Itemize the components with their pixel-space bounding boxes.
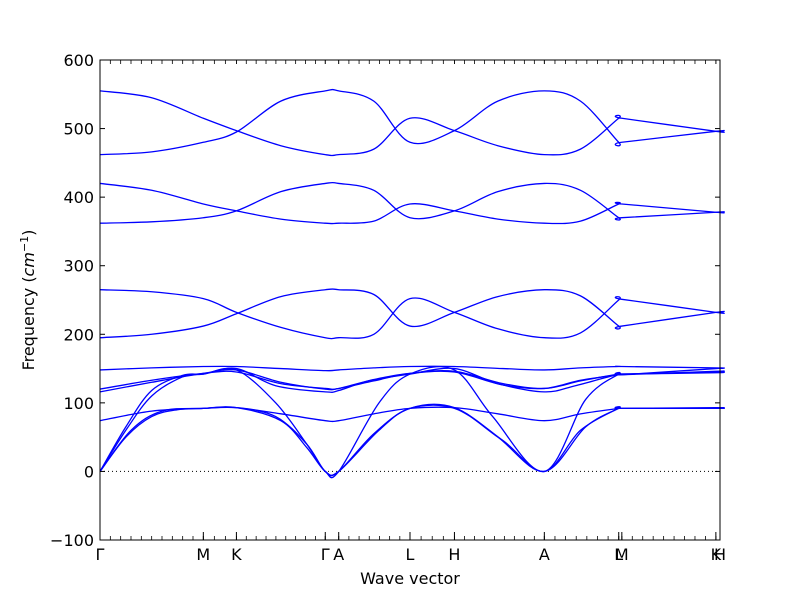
y-tick-label: 600 — [63, 51, 94, 70]
x-tick-label-9: L — [614, 545, 623, 564]
band-series-13 — [99, 88, 725, 156]
x-tick-label-5: A — [333, 545, 344, 564]
y-axis-label-unit-exponent: −1 — [18, 236, 31, 252]
y-tick-label: 400 — [63, 188, 94, 207]
band-series-8 — [99, 365, 725, 372]
y-tick-label: 300 — [63, 257, 94, 276]
y-axis-label-unit-close: ) — [19, 230, 38, 236]
band-series-5 — [99, 406, 725, 423]
band-series-12 — [99, 182, 725, 225]
y-tick-label: 500 — [63, 120, 94, 139]
band-series-14 — [99, 90, 725, 157]
band-series-11 — [99, 181, 725, 224]
x-tick-label-4: Γ — [321, 545, 330, 564]
band-series-3 — [99, 367, 725, 472]
x-tick-label-3: K — [231, 545, 242, 564]
y-axis-label-unit: cm — [19, 252, 38, 276]
x-tick-label-6: L — [406, 545, 415, 564]
band-series-2 — [99, 404, 725, 477]
band-series-4 — [99, 366, 725, 479]
y-tick-label: −100 — [50, 531, 94, 550]
band-series-1 — [99, 403, 725, 476]
band-series-layer — [99, 88, 725, 479]
x-axis-ticks: Γ M K Γ A L H A LM KH — [96, 532, 726, 564]
y-axis-label: Frequency (cm−1) — [18, 230, 38, 371]
band-series-10 — [99, 289, 725, 340]
y-tick-label: 0 — [84, 462, 94, 481]
x-tick-label-8: A — [539, 545, 550, 564]
band-series-7 — [99, 370, 725, 390]
y-tick-label: 200 — [63, 325, 94, 344]
y-tick-label: 100 — [63, 394, 94, 413]
x-tick-label-11: K — [711, 545, 722, 564]
band-series-9 — [99, 288, 725, 339]
y-axis-ticks: −100 0 100 200 300 400 500 600 — [50, 51, 720, 550]
x-tick-label-1: Γ — [96, 545, 105, 564]
x-axis-label: Wave vector — [360, 569, 460, 588]
y-axis-label-unit-open: ( — [19, 276, 38, 287]
y-axis-label-text: Frequency — [19, 288, 38, 371]
x-tick-label-2: M — [196, 545, 210, 564]
x-tick-label-12: H — [714, 545, 726, 564]
x-tick-label-10: M — [615, 545, 629, 564]
x-tick-label-7: H — [448, 545, 460, 564]
